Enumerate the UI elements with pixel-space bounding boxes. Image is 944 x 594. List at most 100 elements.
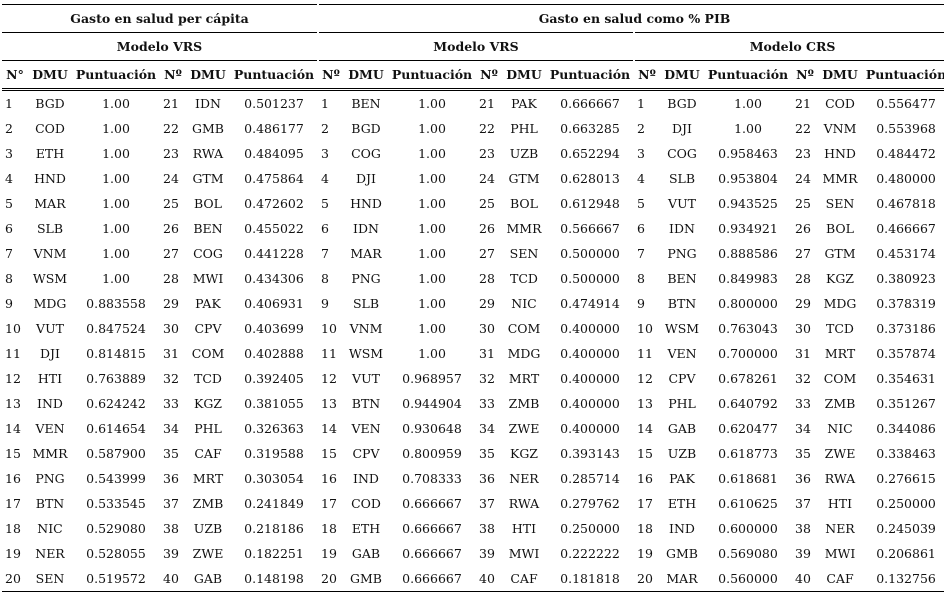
row-number: 34 — [163, 421, 179, 436]
dmu: COM — [191, 346, 225, 361]
dmu: BOL — [194, 196, 222, 211]
row-number: 27 — [479, 246, 495, 261]
score: 0.486177 — [244, 121, 304, 136]
table-row: 14 VEN 0.614654 34 PHL 0.326363 14 VEN 0.930648 3… — [2, 416, 944, 441]
dmu: PHL — [510, 121, 538, 136]
score: 1.00 — [102, 171, 130, 186]
column-header: Puntuación — [230, 60, 318, 91]
score: 0.206861 — [876, 546, 936, 561]
column-header: Puntuación — [862, 60, 944, 91]
score: 0.849983 — [718, 271, 778, 286]
dmu: HTI — [37, 371, 63, 386]
row-number: 39 — [795, 546, 811, 561]
column-header: Nº — [160, 60, 186, 91]
score: 0.953804 — [718, 171, 778, 186]
dmu: MMR — [506, 221, 542, 236]
score: 1.00 — [418, 121, 446, 136]
row-number: 21 — [479, 96, 495, 111]
score: 0.378319 — [876, 296, 936, 311]
dmu: KGZ — [509, 446, 538, 461]
row-number: 37 — [795, 496, 811, 511]
score: 0.373186 — [876, 321, 936, 336]
score: 1.00 — [102, 196, 130, 211]
dmu: IDN — [195, 96, 221, 111]
dmu: BEN — [351, 96, 381, 111]
table-row: 10 VUT 0.847524 30 CPV 0.403699 10 VNM 1.00 30 COM… — [2, 316, 944, 341]
row-number: 21 — [795, 96, 811, 111]
row-number: 14 — [637, 421, 653, 436]
dmu: UZB — [509, 146, 539, 161]
dmu: KGZ — [825, 271, 854, 286]
row-number: 6 — [5, 221, 13, 236]
row-number: 19 — [637, 546, 653, 561]
score: 0.406931 — [244, 296, 304, 311]
row-number: 14 — [5, 421, 21, 436]
score: 0.934921 — [718, 221, 778, 236]
dmu: VNM — [349, 321, 383, 336]
score: 1.00 — [102, 146, 130, 161]
score: 0.666667 — [402, 546, 462, 561]
score: 0.528055 — [86, 546, 146, 561]
column-header: DMU — [818, 60, 862, 91]
dmu: PHL — [194, 421, 222, 436]
row-number: 11 — [5, 346, 21, 361]
score: 0.708333 — [402, 471, 462, 486]
score: 0.618773 — [718, 446, 778, 461]
dmu: GAB — [186, 566, 230, 592]
row-number: 19 — [321, 546, 337, 561]
column-header: Nº — [318, 60, 344, 91]
table-row: 5 MAR 1.00 25 BOL 0.472602 5 HND 1.00 25 BOL 0.6129… — [2, 191, 944, 216]
score: 1.00 — [418, 96, 446, 111]
column-header: DMU — [660, 60, 704, 91]
score: 0.666667 — [402, 521, 462, 536]
column-header: Nº — [792, 60, 818, 91]
dmu: GMB — [666, 546, 698, 561]
dmu: COG — [193, 246, 223, 261]
score: 0.467818 — [876, 196, 936, 211]
row-number: 2 — [637, 121, 645, 136]
row-number: 10 — [637, 321, 653, 336]
column-header: DMU — [186, 60, 230, 91]
table-row: 19 NER 0.528055 39 ZWE 0.182251 19 GAB 0.666667 3… — [2, 541, 944, 566]
dmu: RWA — [508, 496, 540, 511]
row-number: 1 — [321, 96, 329, 111]
row-number: 37 — [479, 496, 495, 511]
score: 1.00 — [102, 271, 130, 286]
table-row: 15 MMR 0.587900 35 CAF 0.319588 15 CPV 0.800959 3… — [2, 441, 944, 466]
score: 0.620477 — [718, 421, 778, 436]
row-number: 35 — [163, 446, 179, 461]
score: 0.400000 — [560, 371, 620, 386]
score: 1.00 — [734, 96, 762, 111]
score: 0.533545 — [86, 496, 146, 511]
row-number: 19 — [5, 546, 21, 561]
row-number: 33 — [479, 396, 495, 411]
score: 0.800959 — [402, 446, 462, 461]
score: 1.00 — [102, 96, 130, 111]
row-number: 7 — [5, 246, 13, 261]
dmu: KGZ — [193, 396, 222, 411]
column-header: Puntuación — [704, 60, 792, 91]
row-number: 24 — [479, 171, 495, 186]
dmu: RWA — [192, 146, 224, 161]
dmu: IND — [669, 521, 695, 536]
score: 0.566667 — [560, 221, 620, 236]
dmu: VEN — [35, 421, 65, 436]
dmu: VUT — [668, 196, 696, 211]
row-number: 5 — [637, 196, 645, 211]
row-number: 9 — [5, 296, 13, 311]
dmu: ZMB — [508, 396, 540, 411]
row-number: 17 — [637, 496, 653, 511]
score: 1.00 — [418, 246, 446, 261]
row-number: 38 — [795, 521, 811, 536]
score: 0.624242 — [86, 396, 146, 411]
score: 0.930648 — [402, 421, 462, 436]
dmu: BEN — [193, 221, 223, 236]
row-number: 8 — [5, 271, 13, 286]
score: 0.402888 — [244, 346, 304, 361]
row-number: 25 — [479, 196, 495, 211]
row-number: 9 — [321, 296, 329, 311]
score: 0.553968 — [876, 121, 936, 136]
dmu: BGD — [35, 96, 65, 111]
dmu: HTI — [511, 521, 537, 536]
score: 0.393143 — [560, 446, 620, 461]
